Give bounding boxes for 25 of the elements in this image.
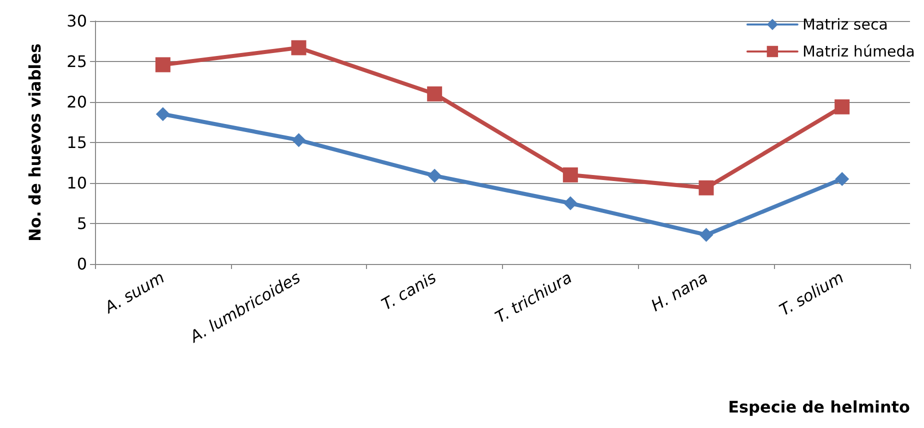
y-tick-label: 10 [66,174,87,192]
y-tick-label: 25 [66,52,87,71]
point [156,107,170,122]
point [834,99,850,114]
y-tick-label: 0 [76,254,87,274]
y-axis-title: No. de huevos viables [26,43,44,242]
point [291,40,306,56]
point [698,180,714,196]
point [835,172,850,186]
point [428,168,442,183]
x-tick-label: T. canis [378,268,440,314]
point [155,57,170,72]
point [699,228,714,242]
point [563,196,578,210]
x-tick-label: H. nana [648,268,711,316]
legend-label: Matriz húmeda [802,42,916,60]
point [427,86,442,102]
y-tick-label: 30 [66,12,87,30]
y-tick-label: 15 [66,133,87,152]
point [292,133,306,148]
y-tick-label: 5 [76,214,87,233]
point [562,167,578,182]
legend-label: Matriz seca [802,16,888,34]
x-axis-title: Especie de helminto [728,398,910,416]
y-tick-label: 20 [66,92,87,112]
